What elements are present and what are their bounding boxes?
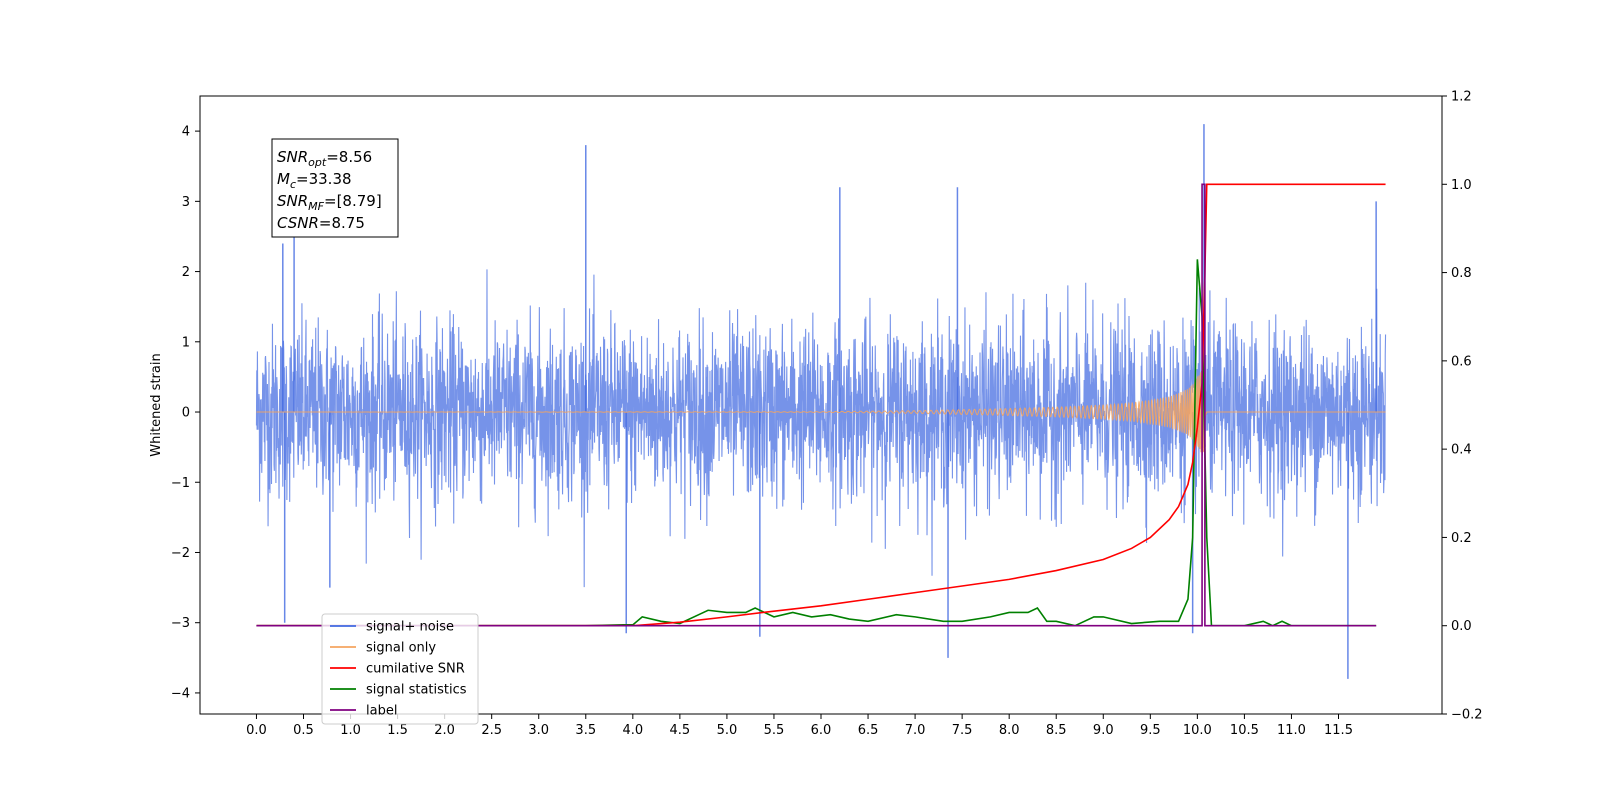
x-tick-label-21: 10.5	[1230, 723, 1259, 738]
y2-tick-label-7: −0.2	[1451, 708, 1483, 723]
x-tick-label-19: 9.5	[1140, 723, 1161, 738]
y-tick-label-0: 4	[182, 125, 190, 140]
x-tick-label-10: 5.0	[717, 723, 738, 738]
y-axis-left: 4 3 2 1 0 −1 −2 −3 −4	[171, 125, 200, 701]
x-tick-label-17: 8.5	[1046, 723, 1067, 738]
x-tick-label-9: 4.5	[670, 723, 691, 738]
info-line-2-value: =[8.79]	[324, 192, 382, 210]
legend-label-2: cumilative SNR	[366, 662, 465, 677]
legend-label-0: signal+ noise	[366, 620, 454, 635]
x-tick-label-8: 4.0	[622, 723, 643, 738]
x-tick-label-11: 5.5	[764, 723, 785, 738]
series-signal-only-line	[256, 370, 1386, 454]
y2-tick-label-0: 1.2	[1451, 90, 1472, 105]
info-line-3: CSNR=8.75	[277, 214, 365, 232]
x-tick-label-22: 11.0	[1277, 723, 1306, 738]
x-tick-label-16: 8.0	[999, 723, 1020, 738]
info-line-1-value: =33.38	[296, 170, 352, 188]
y-tick-label-3: 1	[182, 335, 190, 350]
x-tick-label-20: 10.0	[1183, 723, 1212, 738]
x-tick-label-14: 7.0	[905, 723, 926, 738]
x-tick-label-1: 0.5	[293, 723, 314, 738]
legend-label-3: signal statistics	[366, 683, 467, 698]
y-tick-label-8: −4	[171, 686, 190, 701]
info-line-0-symbol: SNR	[277, 148, 308, 166]
y2-tick-label-2: 0.8	[1451, 266, 1472, 281]
legend-label-4: label	[366, 704, 397, 719]
x-tick-label-15: 7.5	[952, 723, 973, 738]
info-line-2: SNRMF=[8.79]	[277, 192, 382, 213]
series-label-line	[256, 183, 1377, 627]
info-line-1-subscript: c	[290, 178, 296, 191]
y2-tick-label-1: 1.0	[1451, 178, 1472, 193]
y-axis-label: Whitened strain	[149, 353, 164, 456]
y2-tick-label-5: 0.2	[1451, 531, 1472, 546]
x-tick-label-23: 11.5	[1324, 723, 1353, 738]
info-box-frame	[271, 138, 399, 238]
y2-tick-label-3: 0.6	[1451, 354, 1472, 369]
y-tick-label-2: 2	[182, 265, 190, 280]
series-layer	[255, 124, 1387, 679]
x-tick-label-18: 9.0	[1093, 723, 1114, 738]
x-tick-label-3: 1.5	[387, 723, 408, 738]
x-axis: 0.0 0.5 1.0 1.5 2.0 2.5 3.0 3.5 4.0 4.5 5.0 5.5 6.0 6…	[246, 714, 1353, 738]
legend-frame	[321, 613, 479, 725]
info-line-3-symbol: CSNR	[277, 214, 319, 232]
legend-label-1: signal only	[366, 641, 436, 656]
info-line-2-symbol: SNR	[277, 192, 308, 210]
info-line-2-subscript: MF	[308, 200, 324, 213]
y-tick-label-7: −3	[171, 616, 190, 631]
info-line-1: Mc=33.38	[277, 170, 352, 191]
info-line-0: SNRopt=8.56	[277, 148, 372, 169]
info-line-0-value: =8.56	[326, 148, 372, 166]
x-tick-label-7: 3.5	[575, 723, 596, 738]
y2-tick-label-6: 0.0	[1451, 619, 1472, 634]
x-tick-label-2: 1.0	[340, 723, 361, 738]
info-line-1-symbol: M	[277, 170, 290, 188]
x-tick-label-6: 3.0	[528, 723, 549, 738]
y2-tick-label-4: 0.4	[1451, 443, 1472, 458]
x-tick-label-4: 2.0	[434, 723, 455, 738]
y-tick-label-6: −2	[171, 546, 190, 561]
y-tick-label-1: 3	[182, 195, 190, 210]
y-tick-label-4: 0	[182, 406, 190, 421]
x-tick-label-13: 6.5	[858, 723, 879, 738]
x-tick-label-12: 6.0	[811, 723, 832, 738]
info-line-3-value: =8.75	[319, 214, 365, 232]
x-tick-label-0: 0.0	[246, 723, 267, 738]
x-tick-label-5: 2.5	[481, 723, 502, 738]
series-signal-statistics-line	[256, 259, 1377, 627]
info-line-0-subscript: opt	[308, 156, 327, 169]
y-tick-label-5: −1	[171, 476, 190, 491]
legend: signal+ noise signal only cumilative SNR si…	[321, 613, 479, 725]
y-axis-right: 1.2 1.0 0.8 0.6 0.4 0.2 0.0 −0.2	[1442, 90, 1483, 723]
